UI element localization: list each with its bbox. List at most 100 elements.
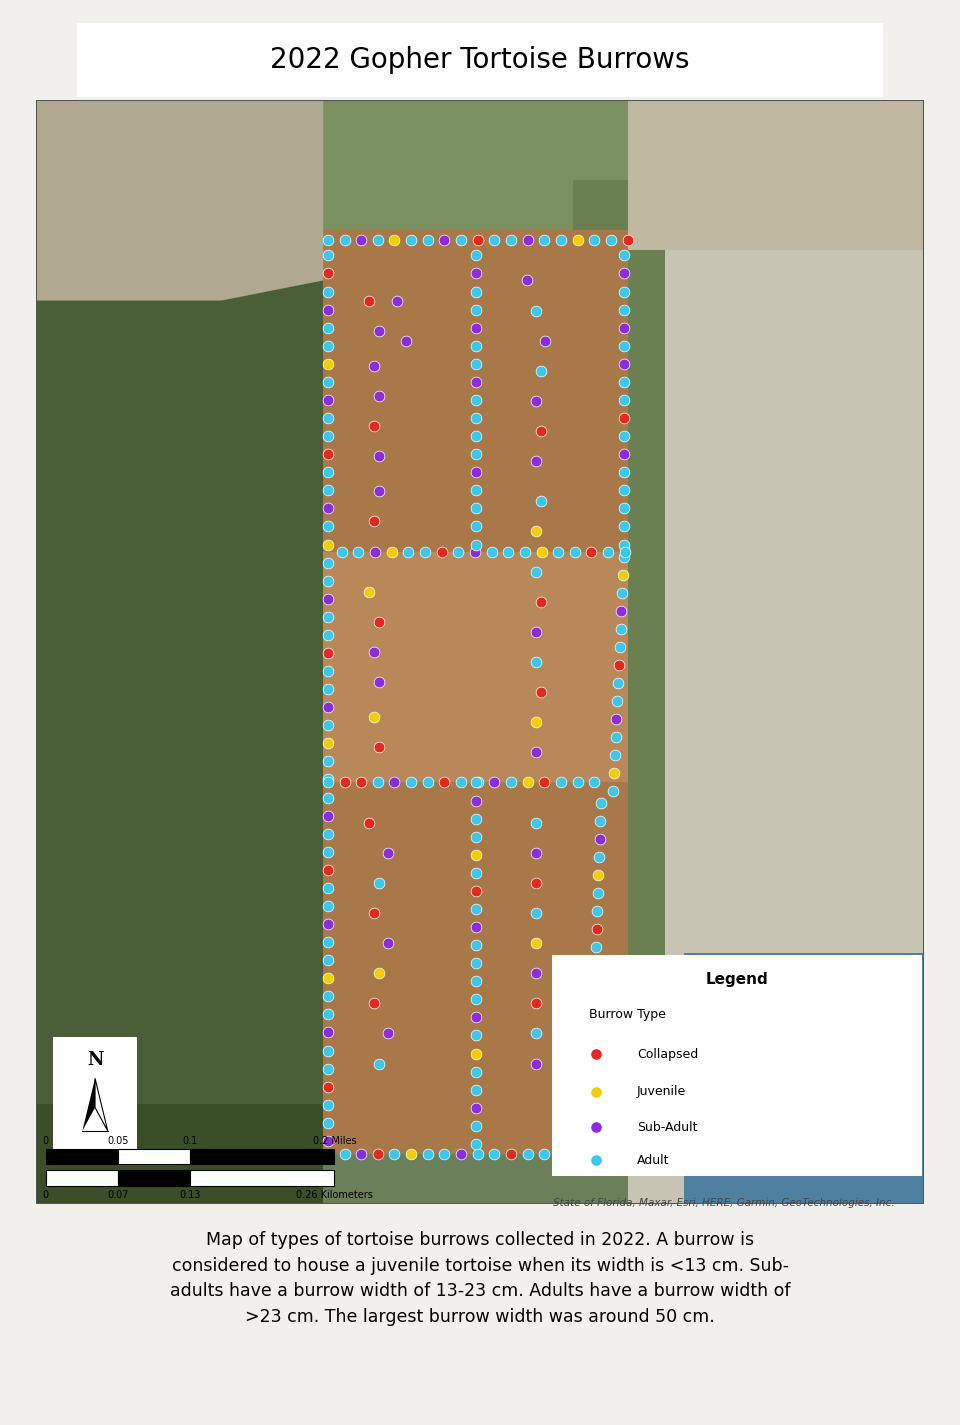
Point bbox=[468, 370, 484, 393]
Point bbox=[616, 460, 632, 483]
Text: Juvenile: Juvenile bbox=[637, 1086, 686, 1099]
Point bbox=[321, 606, 336, 628]
Point bbox=[487, 771, 502, 794]
Point bbox=[367, 415, 382, 437]
Point bbox=[528, 872, 543, 895]
Point bbox=[321, 497, 336, 520]
Point bbox=[617, 540, 633, 563]
Point bbox=[588, 972, 603, 995]
Text: 0.1: 0.1 bbox=[182, 1136, 198, 1146]
Point bbox=[528, 1052, 543, 1074]
Point bbox=[503, 771, 518, 794]
Point bbox=[528, 811, 543, 834]
Point bbox=[528, 450, 543, 473]
Point bbox=[321, 771, 336, 794]
Point bbox=[606, 779, 621, 802]
Point bbox=[616, 370, 632, 393]
Point bbox=[321, 750, 336, 772]
Point bbox=[550, 540, 565, 563]
Point bbox=[418, 540, 433, 563]
Point bbox=[372, 610, 387, 633]
FancyBboxPatch shape bbox=[538, 946, 936, 1184]
Point bbox=[321, 732, 336, 755]
Point bbox=[616, 244, 632, 266]
Point bbox=[398, 329, 414, 352]
Point bbox=[350, 540, 366, 563]
Point bbox=[321, 624, 336, 647]
Point bbox=[468, 988, 484, 1010]
Point bbox=[616, 316, 632, 339]
Point bbox=[592, 828, 608, 851]
Point bbox=[390, 289, 405, 312]
Point bbox=[468, 952, 484, 975]
Point bbox=[468, 879, 484, 902]
Point bbox=[321, 1022, 336, 1045]
Text: 0.26 Kilometers: 0.26 Kilometers bbox=[296, 1190, 372, 1200]
Text: Burrow Type: Burrow Type bbox=[589, 1007, 666, 1020]
Bar bbox=[46, 1170, 118, 1186]
Point bbox=[321, 695, 336, 718]
Point bbox=[538, 329, 553, 352]
Point bbox=[321, 641, 336, 664]
Point bbox=[612, 636, 628, 658]
Bar bbox=[118, 1149, 190, 1164]
Point bbox=[321, 768, 336, 791]
Point bbox=[362, 289, 377, 312]
Point bbox=[528, 741, 543, 764]
Point bbox=[321, 660, 336, 683]
Polygon shape bbox=[36, 1104, 324, 1204]
Point bbox=[468, 933, 484, 956]
Point bbox=[611, 671, 626, 694]
Point bbox=[453, 771, 468, 794]
Point bbox=[528, 841, 543, 864]
Polygon shape bbox=[573, 180, 665, 1154]
Point bbox=[372, 1052, 387, 1074]
Polygon shape bbox=[36, 100, 324, 1204]
Point bbox=[468, 1114, 484, 1137]
Text: Legend: Legend bbox=[706, 972, 768, 988]
Point bbox=[468, 1079, 484, 1102]
Point bbox=[321, 587, 336, 610]
Point bbox=[616, 262, 632, 285]
Point bbox=[484, 540, 499, 563]
Point bbox=[367, 355, 382, 378]
Point bbox=[468, 771, 484, 794]
Point bbox=[591, 845, 607, 868]
Point bbox=[468, 1133, 484, 1156]
Point bbox=[387, 771, 402, 794]
Point bbox=[403, 1143, 419, 1166]
Point bbox=[337, 1143, 352, 1166]
Polygon shape bbox=[629, 180, 924, 1204]
Point bbox=[353, 771, 369, 794]
Point bbox=[468, 298, 484, 321]
FancyBboxPatch shape bbox=[49, 1033, 141, 1159]
Point bbox=[587, 771, 602, 794]
Text: 0.13: 0.13 bbox=[180, 1190, 201, 1200]
Point bbox=[468, 533, 484, 556]
Bar bbox=[46, 1149, 118, 1164]
Point bbox=[468, 460, 484, 483]
Point bbox=[468, 262, 484, 285]
Point bbox=[588, 1116, 604, 1139]
Point bbox=[372, 735, 387, 758]
Point bbox=[587, 990, 602, 1013]
Point bbox=[468, 244, 484, 266]
Polygon shape bbox=[36, 100, 324, 301]
Point bbox=[615, 563, 631, 586]
Point bbox=[437, 229, 452, 252]
Point bbox=[368, 540, 383, 563]
Point bbox=[533, 490, 548, 513]
Point bbox=[528, 651, 543, 674]
Point bbox=[321, 352, 336, 375]
Point bbox=[470, 229, 486, 252]
Point bbox=[528, 711, 543, 734]
Point bbox=[321, 787, 336, 809]
Point bbox=[468, 335, 484, 358]
Point bbox=[468, 497, 484, 520]
Point bbox=[321, 931, 336, 953]
Polygon shape bbox=[95, 1079, 108, 1131]
Point bbox=[468, 898, 484, 921]
Point bbox=[520, 229, 536, 252]
Point bbox=[470, 771, 486, 794]
Point bbox=[321, 985, 336, 1007]
